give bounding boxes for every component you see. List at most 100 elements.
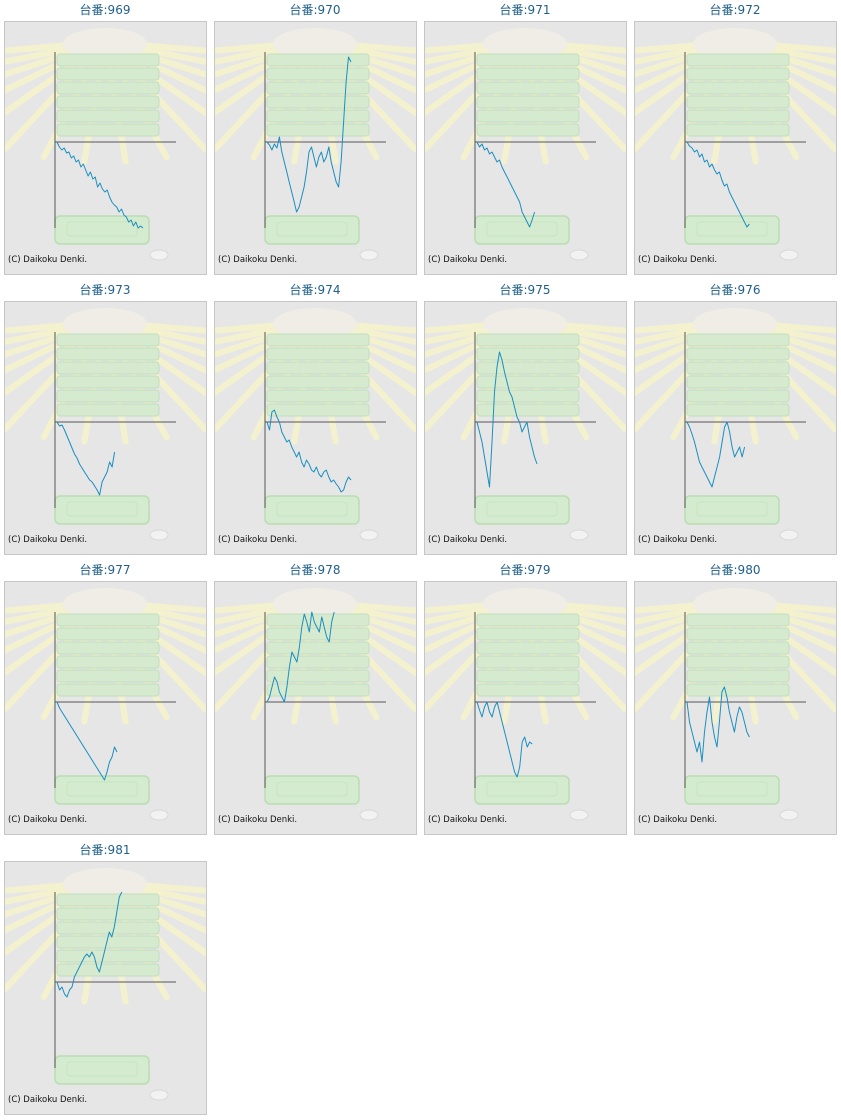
tray-inner [486,501,558,517]
stacked-box-icon [686,403,790,417]
copyright-text: (C) Daikoku Denki. [218,255,298,265]
food-pile-icon [693,308,777,340]
machine-cell[interactable]: 台番:980 (C) Daikoku Denki. [630,560,840,840]
stacked-box-icon [266,361,370,375]
machine-cell[interactable]: 台番:981 (C) Daikoku Denki. [0,840,210,1120]
graph-panel[interactable]: (C) Daikoku Denki. [4,21,207,275]
machine-cell[interactable]: 台番:978 (C) Daikoku Denki. [210,560,420,840]
stacked-box-icon [686,109,790,123]
stacked-box-icon [266,333,370,347]
machine-title[interactable]: 台番:974 [289,283,341,297]
stacked-box-icon [266,655,370,669]
stacked-box-icon [476,361,580,375]
machine-title[interactable]: 台番:970 [289,3,341,17]
machine-cell[interactable]: 台番:979 (C) Daikoku Denki. [420,560,630,840]
copyright-text: (C) Daikoku Denki. [638,255,718,265]
graph-panel[interactable]: (C) Daikoku Denki. [634,301,837,555]
machine-title[interactable]: 台番:979 [499,563,551,577]
machine-cell[interactable]: 台番:977 (C) Daikoku Denki. [0,560,210,840]
stacked-box-icon [476,375,580,389]
graph-panel[interactable]: (C) Daikoku Denki. [4,301,207,555]
stacked-box-icon [476,641,580,655]
machine-title[interactable]: 台番:972 [709,3,761,17]
stacked-box-icon [686,95,790,109]
series-line [266,409,352,493]
graph-panel[interactable]: (C) Daikoku Denki. [424,581,627,835]
stacked-box-icon [686,613,790,627]
machine-title[interactable]: 台番:969 [79,3,131,17]
coin-icon [149,529,169,541]
coin-icon [569,249,589,261]
stacked-box-icon [56,963,160,977]
food-pile-icon [693,28,777,60]
stacked-box-icon [56,333,160,347]
tray-inner [276,501,348,517]
stacked-box-icon [686,361,790,375]
copyright-text: (C) Daikoku Denki. [638,815,718,825]
copyright-text: (C) Daikoku Denki. [428,815,508,825]
graph-panel[interactable]: (C) Daikoku Denki. [424,301,627,555]
machine-cell[interactable]: 台番:971 (C) Daikoku Denki. [420,0,630,280]
stacked-box-icon [686,655,790,669]
series-line [476,141,536,228]
stacked-box-icon [266,375,370,389]
coin-icon [359,529,379,541]
machine-title[interactable]: 台番:976 [709,283,761,297]
food-pile-icon [63,308,147,340]
machine-cell[interactable]: 台番:972 (C) Daikoku Denki. [630,0,840,280]
copyright-text: (C) Daikoku Denki. [428,255,508,265]
stacked-box-icon [266,641,370,655]
graph-panel[interactable]: (C) Daikoku Denki. [4,861,207,1115]
machine-cell[interactable]: 台番:973 (C) Daikoku Denki. [0,280,210,560]
stacked-box-icon [56,613,160,627]
stacked-box-icon [476,81,580,95]
machine-title[interactable]: 台番:978 [289,563,341,577]
machine-cell[interactable]: 台番:976 (C) Daikoku Denki. [630,280,840,560]
tray-icon [264,495,360,525]
graph-panel[interactable]: (C) Daikoku Denki. [214,581,417,835]
series-line [56,701,118,781]
series-line [476,701,533,778]
graph-panel[interactable]: (C) Daikoku Denki. [424,21,627,275]
graph-svg [425,588,626,821]
food-pile-icon [483,308,567,340]
machine-title[interactable]: 台番:980 [709,563,761,577]
machine-title[interactable]: 台番:981 [79,843,131,857]
stacked-box-icon [56,375,160,389]
stacked-box-icon [686,333,790,347]
graph-panel[interactable]: (C) Daikoku Denki. [634,581,837,835]
stacked-box-icon [56,655,160,669]
graph-panel[interactable]: (C) Daikoku Denki. [4,581,207,835]
stacked-box-icon [266,613,370,627]
series-line [266,611,335,703]
tray-icon [54,775,150,805]
food-pile-icon [63,28,147,60]
graph-panel[interactable]: (C) Daikoku Denki. [214,21,417,275]
stacked-box-icon [266,347,370,361]
machine-title[interactable]: 台番:977 [79,563,131,577]
machine-title[interactable]: 台番:975 [499,283,551,297]
graph-panel[interactable]: (C) Daikoku Denki. [634,21,837,275]
food-pile-icon [483,588,567,620]
stacked-box-icon [476,123,580,137]
graph-panel[interactable]: (C) Daikoku Denki. [214,301,417,555]
machine-cell[interactable]: 台番:975 (C) Daikoku Denki. [420,280,630,560]
machine-cell[interactable]: 台番:974 (C) Daikoku Denki. [210,280,420,560]
machine-title[interactable]: 台番:971 [499,3,551,17]
food-pile-icon [483,28,567,60]
machine-cell[interactable]: 台番:969 (C) Daikoku Denki. [0,0,210,280]
graph-svg [635,28,836,261]
tray-icon [474,775,570,805]
stacked-box-icon [476,389,580,403]
stacked-box-icon [56,683,160,697]
machine-cell[interactable]: 台番:970 (C) Daikoku Denki. [210,0,420,280]
tray-inner [66,501,138,517]
coin-icon [569,809,589,821]
graph-svg [215,588,416,821]
stacked-box-icon [56,627,160,641]
stacked-box-icon [56,67,160,81]
stacked-box-icon [686,683,790,697]
machine-title[interactable]: 台番:973 [79,283,131,297]
tray-inner [276,221,348,237]
graph-svg [425,308,626,541]
